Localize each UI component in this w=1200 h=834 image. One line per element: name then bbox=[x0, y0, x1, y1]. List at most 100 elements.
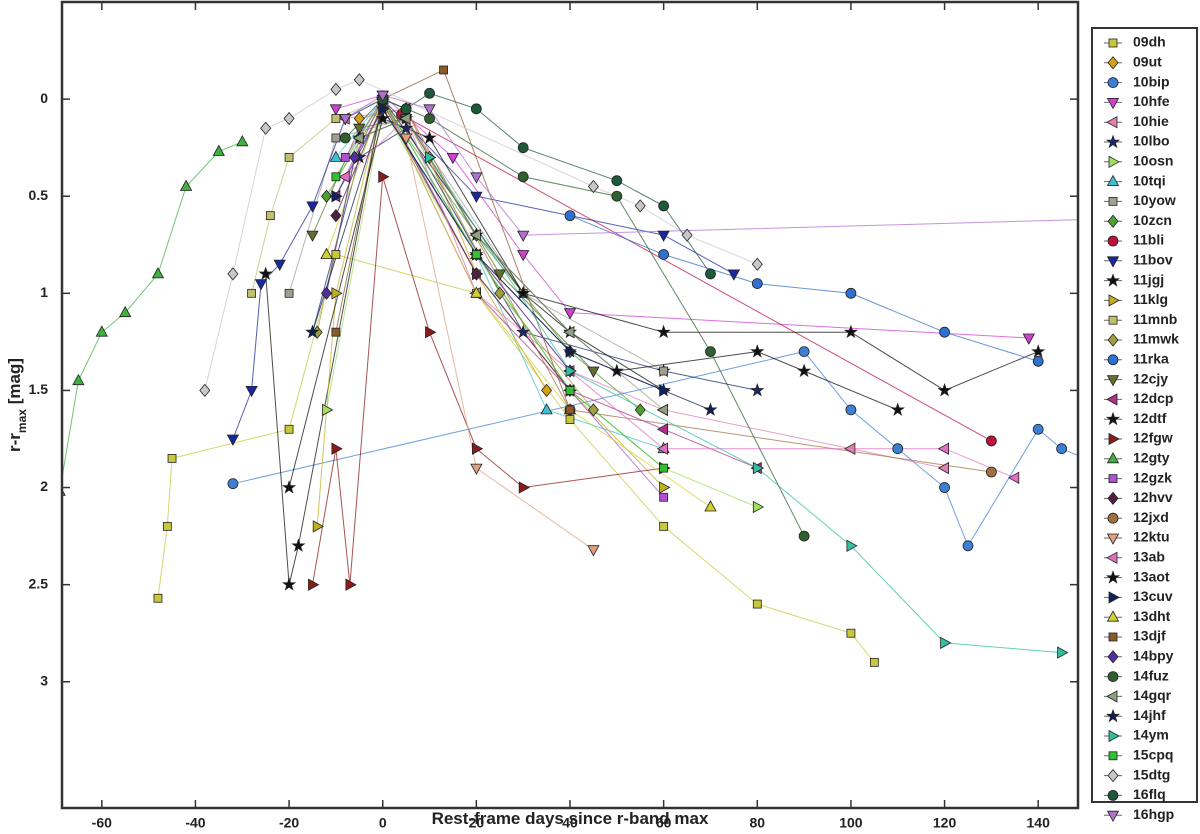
data-point bbox=[657, 230, 670, 242]
data-point bbox=[703, 402, 718, 416]
data-point bbox=[247, 288, 257, 298]
data-point bbox=[399, 133, 413, 145]
legend-marker bbox=[1107, 56, 1119, 70]
data-point bbox=[844, 442, 856, 455]
legend-label: 11rka bbox=[1133, 351, 1169, 367]
data-point bbox=[378, 170, 390, 183]
data-point bbox=[611, 175, 623, 187]
data-point bbox=[752, 599, 762, 609]
legend-marker bbox=[1107, 512, 1119, 524]
legend-label: 14bpy bbox=[1133, 648, 1174, 664]
legend-marker bbox=[1105, 411, 1121, 426]
data-point bbox=[331, 172, 341, 182]
data-point bbox=[493, 269, 506, 281]
data-point bbox=[470, 172, 483, 184]
data-point bbox=[517, 142, 529, 154]
x-tick-label: 120 bbox=[933, 815, 957, 829]
data-point bbox=[400, 103, 412, 115]
data-point bbox=[273, 259, 286, 272]
legend-label: 10hie bbox=[1133, 113, 1169, 129]
legend-label: 13cuv bbox=[1133, 588, 1173, 604]
data-point bbox=[658, 249, 670, 260]
data-point bbox=[587, 366, 600, 378]
legend-marker bbox=[1107, 235, 1119, 247]
legend-label: 12hvv bbox=[1133, 489, 1173, 505]
legend-marker bbox=[1108, 294, 1120, 307]
data-point bbox=[151, 267, 165, 279]
data-point bbox=[281, 480, 297, 494]
legend-label: 16flq bbox=[1133, 786, 1166, 802]
legend-label: 14ym bbox=[1133, 727, 1169, 743]
data-point bbox=[353, 123, 366, 136]
data-point bbox=[541, 383, 553, 398]
data-point bbox=[439, 65, 448, 75]
data-point bbox=[446, 153, 460, 165]
data-point bbox=[329, 104, 343, 116]
data-point bbox=[227, 478, 239, 490]
y-tick-label: 0 bbox=[40, 90, 48, 106]
legend-label: 12dtf bbox=[1133, 410, 1167, 426]
legend-marker bbox=[1105, 134, 1121, 149]
data-point bbox=[1080, 453, 1090, 463]
data-point bbox=[470, 267, 482, 281]
legend-marker bbox=[1105, 708, 1121, 723]
data-point bbox=[704, 500, 717, 512]
data-point bbox=[212, 144, 225, 156]
data-point bbox=[245, 386, 258, 398]
legend-marker bbox=[1108, 315, 1118, 325]
data-point bbox=[611, 190, 623, 202]
data-point bbox=[153, 593, 163, 603]
legend-marker bbox=[1107, 491, 1119, 506]
legend-marker bbox=[1107, 650, 1119, 664]
data-point bbox=[846, 539, 858, 552]
legend-marker bbox=[1107, 671, 1119, 682]
data-point bbox=[494, 286, 506, 300]
trend-line bbox=[204, 79, 758, 391]
data-point bbox=[331, 114, 341, 123]
legend-label: 15dtg bbox=[1133, 766, 1170, 782]
data-point bbox=[985, 466, 997, 478]
legend-label: 10lbo bbox=[1133, 133, 1170, 149]
data-point bbox=[563, 326, 575, 339]
y-tick-label: 3 bbox=[40, 672, 48, 688]
data-point bbox=[890, 402, 905, 416]
legend-marker bbox=[1107, 214, 1119, 228]
legend-label: 12ktu bbox=[1133, 529, 1170, 545]
data-point bbox=[399, 120, 414, 135]
legend-label: 12dcp bbox=[1133, 390, 1173, 406]
data-point bbox=[308, 578, 320, 591]
data-point bbox=[471, 250, 481, 259]
data-point bbox=[869, 657, 879, 667]
y-label-sub: max bbox=[15, 409, 29, 433]
data-point bbox=[937, 382, 952, 397]
x-axis-label: Rest-frame days since r-band max bbox=[432, 809, 709, 828]
data-point bbox=[320, 247, 333, 259]
plot-frame bbox=[60, 0, 1080, 810]
data-point bbox=[727, 269, 741, 281]
legend-marker bbox=[1106, 451, 1120, 464]
x-tick-label: -20 bbox=[279, 815, 299, 829]
legend-label: 12gty bbox=[1133, 450, 1170, 466]
y-tick-label: 1.5 bbox=[29, 381, 49, 397]
data-point bbox=[331, 190, 343, 203]
legend-label: 12cjy bbox=[1133, 370, 1168, 386]
legend-label: 10osn bbox=[1133, 153, 1173, 169]
data-point bbox=[322, 403, 334, 417]
y-tick-label: 2 bbox=[40, 478, 48, 494]
legend-marker bbox=[1108, 729, 1120, 743]
data-point bbox=[1056, 443, 1068, 455]
data-point bbox=[260, 121, 272, 135]
data-point bbox=[236, 134, 249, 147]
legend-marker bbox=[1106, 533, 1120, 545]
data-point bbox=[659, 384, 671, 397]
data-point bbox=[376, 90, 389, 103]
legend-marker bbox=[1106, 610, 1120, 622]
y-label-unit: [mag] bbox=[5, 358, 24, 409]
data-point bbox=[258, 266, 273, 281]
data-point bbox=[470, 191, 483, 204]
legend-marker bbox=[1105, 273, 1121, 287]
data-point bbox=[562, 344, 578, 358]
data-point bbox=[424, 87, 435, 99]
data-point bbox=[939, 326, 950, 338]
legend-marker bbox=[1106, 810, 1120, 823]
